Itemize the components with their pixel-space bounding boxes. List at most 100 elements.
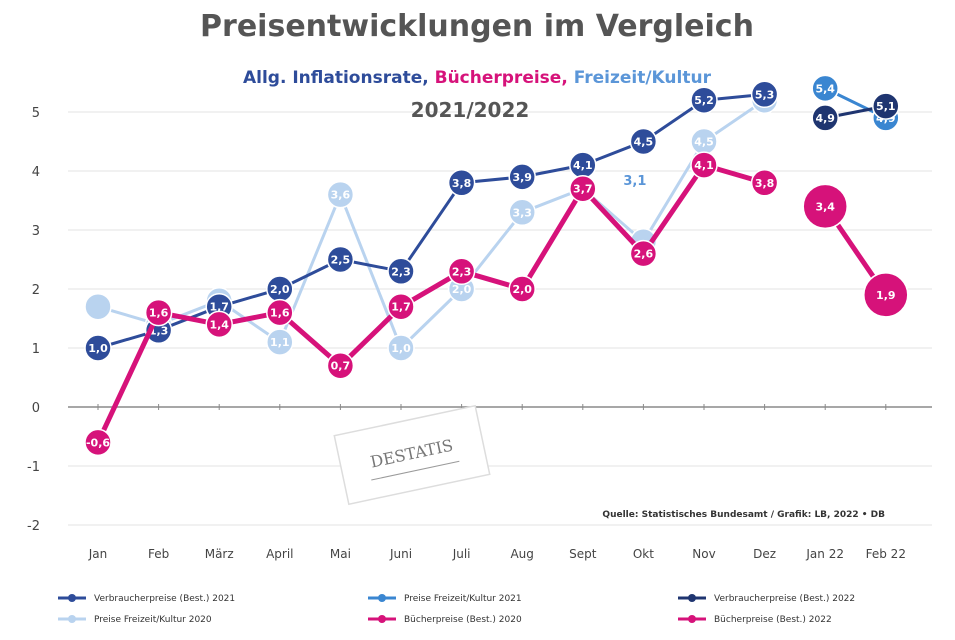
legend-item: Bücherpreise (Best.) 2022	[678, 615, 832, 625]
grid-lines	[68, 111, 932, 526]
x-tick-label: Feb 22	[866, 547, 906, 561]
data-label: 1,6	[149, 307, 169, 320]
y-tick-label: 4	[32, 165, 40, 180]
series-lines: 1,13,61,02,03,34,55,21,01,31,72,02,52,33…	[84, 74, 909, 457]
legend-swatch-marker	[688, 594, 696, 602]
data-label: 2,0	[270, 283, 290, 296]
data-point	[629, 127, 658, 156]
data-point	[266, 328, 294, 356]
x-tick-label: Juni	[389, 547, 412, 561]
watermark-rule	[371, 460, 460, 481]
annotations: 3,1	[623, 174, 646, 189]
y-tick-labels: 5 4 3 2 1 0 -1 -2	[27, 106, 40, 534]
data-label: 2,0	[452, 283, 472, 296]
data-point	[750, 80, 779, 109]
data-point	[811, 74, 839, 103]
x-tick-label: Dez	[753, 547, 776, 561]
legend-label: Bücherpreise (Best.) 2020	[404, 615, 522, 625]
y-tick-label: 3	[32, 224, 40, 239]
destatis-watermark: DESTATIS	[333, 404, 491, 506]
x-tick-label: Juli	[452, 547, 471, 561]
y-tick-label: 0	[32, 401, 40, 416]
data-point	[326, 245, 355, 274]
annotation-label: 3,1	[623, 174, 646, 189]
y-tick-label: -2	[27, 519, 40, 534]
data-label: 4,5	[634, 136, 654, 149]
data-label: 2,0	[512, 283, 532, 296]
watermark-card: DESTATIS	[333, 404, 491, 506]
data-label: 4,9	[815, 112, 835, 125]
legend-label: Verbraucherpreise (Best.) 2021	[94, 594, 235, 604]
legend-swatch-marker	[68, 615, 76, 623]
legend-label: Preise Freizeit/Kultur 2021	[404, 594, 522, 604]
x-tick-labels: Jan Feb März April Mai Juni Juli Aug Sept Okt Nov D…	[88, 404, 906, 561]
series-5: 3,4 1,9	[802, 183, 909, 318]
data-point	[447, 257, 476, 286]
y-tick-label: 2	[32, 283, 40, 298]
data-label: 2,3	[391, 265, 411, 278]
series-2: -0,6 1,6 1,4 1,6 0,7 1,7 2,3 2,0 3,7 2,6 4,1 3,8	[84, 151, 779, 457]
data-label: 3,7	[573, 183, 593, 196]
data-label: 5,2	[694, 94, 714, 107]
legend-label: Bücherpreise (Best.) 2022	[714, 615, 832, 625]
x-tick-label: Sept	[569, 547, 597, 561]
subtitle-part-inflation: Allg. Inflationsrate,	[243, 68, 435, 88]
x-tick-label: Nov	[692, 547, 715, 561]
data-label: 3,9	[512, 171, 532, 184]
data-point	[326, 180, 355, 209]
data-label: 1,0	[88, 342, 108, 355]
data-point	[205, 310, 233, 339]
x-tick-label: April	[266, 547, 293, 561]
data-label: 4,1	[573, 159, 593, 172]
chart-subtitle: Allg. Inflationsrate, Bücherpreise, Frei…	[243, 68, 712, 88]
data-label: 1,1	[270, 336, 290, 349]
data-label: 1,9	[876, 289, 896, 302]
data-label: 3,8	[452, 177, 472, 190]
legend-item: Preise Freizeit/Kultur 2021	[368, 594, 522, 604]
data-label: 1,7	[391, 301, 411, 314]
data-label: 5,4	[815, 82, 835, 95]
data-label: 5,1	[876, 100, 896, 113]
series-4: 4,9 5,1	[811, 92, 900, 132]
data-point	[863, 272, 909, 318]
legend-swatch-marker	[688, 615, 696, 623]
x-tick-label: Jan	[88, 547, 108, 561]
legend-label: Verbraucherpreise (Best.) 2022	[714, 594, 855, 604]
data-point	[387, 292, 415, 321]
data-label: 3,6	[331, 189, 351, 202]
data-point	[872, 92, 900, 120]
legend-item: Preise Freizeit/Kultur 2020	[58, 615, 212, 625]
x-tick-label: Mai	[330, 547, 351, 561]
data-point	[266, 298, 294, 327]
data-point	[811, 104, 839, 132]
data-label: 4,5	[694, 136, 714, 149]
data-label: 2,6	[634, 248, 654, 261]
legend-label: Preise Freizeit/Kultur 2020	[94, 615, 212, 625]
legend-swatch-marker	[378, 594, 386, 602]
series-0: 1,01,31,72,02,52,33,8 3,94,14,55,2 5,3	[84, 80, 779, 362]
data-point	[750, 169, 779, 197]
legend-item: Bücherpreise (Best.) 2020	[368, 615, 522, 625]
data-point	[629, 239, 658, 268]
data-point	[84, 292, 112, 321]
chart-title: Preisentwicklungen im Vergleich	[200, 9, 754, 44]
data-point	[387, 334, 415, 362]
x-tick-label: Feb	[148, 547, 169, 561]
data-point	[802, 183, 848, 230]
data-label: -0,6	[86, 436, 110, 449]
source-note: Quelle: Statistisches Bundesamt / Grafik…	[602, 510, 885, 520]
x-tick-label: Okt	[633, 547, 654, 561]
data-point	[690, 86, 718, 114]
data-point	[508, 163, 536, 191]
data-point	[508, 275, 536, 303]
chart-subtitle-years: 2021/2022	[411, 98, 530, 122]
data-label: 1,0	[391, 342, 411, 355]
y-tick-label: 1	[32, 342, 40, 357]
data-point	[84, 334, 112, 362]
legend-item: Verbraucherpreise (Best.) 2021	[58, 594, 235, 604]
data-point	[387, 257, 415, 286]
data-label: 1,6	[270, 307, 290, 320]
legend-swatch-marker	[378, 615, 386, 623]
data-point	[144, 298, 173, 327]
